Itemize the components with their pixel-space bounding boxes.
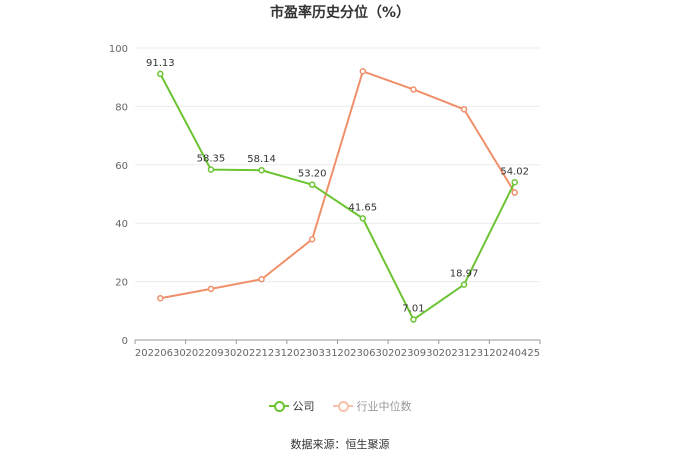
x-tick-label: 20220930 xyxy=(185,348,236,359)
data-source-note: 数据来源：恒生聚源 xyxy=(290,438,390,451)
y-tick-label: 40 xyxy=(115,219,128,230)
series-point-0 xyxy=(511,179,518,186)
data-label: 54.02 xyxy=(500,166,529,177)
series-point-1 xyxy=(157,294,164,302)
series-point-0 xyxy=(359,215,367,222)
legend-item-industry-median[interactable]: 行业中位数 xyxy=(332,398,412,414)
series-point-1 xyxy=(410,86,417,93)
legend-swatch-company-icon xyxy=(268,400,289,412)
data-label: 58.35 xyxy=(197,154,226,165)
series-point-0 xyxy=(207,166,215,173)
data-label: 18.97 xyxy=(450,269,479,280)
y-tick-label: 20 xyxy=(115,278,128,289)
legend-item-company[interactable]: 公司 xyxy=(268,398,315,414)
series-point-1 xyxy=(460,106,468,113)
series-point-1 xyxy=(207,285,215,293)
x-tick-label: 20230331 xyxy=(287,348,338,359)
x-tick-label: 20230930 xyxy=(388,348,439,359)
legend-label-company: 公司 xyxy=(292,400,315,413)
chart-title: 市盈率历史分位（%） xyxy=(269,5,411,21)
series-point-1 xyxy=(359,68,367,75)
y-tick-label: 0 xyxy=(122,336,128,347)
chart-legend: 公司 行业中位数 xyxy=(0,398,680,414)
data-label: 41.65 xyxy=(348,202,377,213)
y-tick-label: 100 xyxy=(109,44,128,55)
series-point-0 xyxy=(308,181,316,188)
data-label: 58.14 xyxy=(247,154,276,165)
legend-label-industry-median: 行业中位数 xyxy=(356,400,412,413)
x-tick-label: 20220630 xyxy=(135,348,186,359)
series-line-0 xyxy=(159,73,516,321)
legend-swatch-industry-icon xyxy=(332,400,353,412)
series-point-1 xyxy=(308,236,316,243)
y-tick-label: 80 xyxy=(115,102,128,113)
data-label: 7.01 xyxy=(402,304,424,315)
x-tick-label: 20240425 xyxy=(489,348,540,359)
y-tick-label: 60 xyxy=(115,161,128,172)
data-label: 53.20 xyxy=(298,169,327,180)
series-point-1 xyxy=(258,276,265,283)
series-point-0 xyxy=(157,70,164,78)
x-tick-label: 20221231 xyxy=(236,348,287,359)
data-label: 91.13 xyxy=(146,58,175,69)
x-tick-label: 20230630 xyxy=(337,348,388,359)
x-tick-label: 20231231 xyxy=(439,348,490,359)
series-point-1 xyxy=(511,189,518,196)
series-line-1 xyxy=(160,70,516,300)
series-point-0 xyxy=(460,281,468,288)
series-point-0 xyxy=(410,316,417,323)
series-point-0 xyxy=(258,166,265,174)
